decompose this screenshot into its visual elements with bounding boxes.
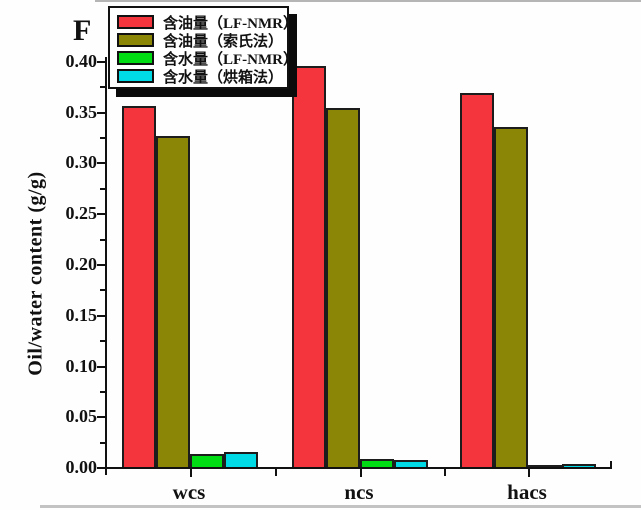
y-minor-tick	[100, 442, 105, 444]
bar-ncs-s0	[292, 66, 326, 467]
y-minor-tick	[100, 391, 105, 393]
y-major-tick	[97, 112, 105, 114]
bar-wcs-s1	[156, 136, 190, 467]
bar-hacs-s2	[528, 465, 562, 467]
legend-item: 含油量（索氏法）	[117, 31, 283, 50]
y-major-tick	[97, 61, 105, 63]
x-category-label: hacs	[507, 480, 547, 504]
legend: 含油量（LF-NMR） 含油量（索氏法） 含水量（LF-NMR） 含水量（烘箱法）	[108, 6, 298, 89]
y-major-tick	[97, 467, 105, 469]
y-tick-label: 0.25	[65, 203, 98, 223]
y-major-tick	[97, 213, 105, 215]
y-minor-tick	[100, 239, 105, 241]
legend-label: 含水量（烘箱法）	[163, 69, 284, 86]
y-tick-label: 0.20	[65, 254, 98, 274]
legend-label: 含油量（索氏法）	[163, 33, 284, 50]
y-major-tick	[97, 366, 105, 368]
legend-swatch-series-1	[117, 33, 154, 47]
bar-ncs-s3	[394, 460, 428, 467]
legend-item: 含水量（LF-NMR）	[117, 49, 298, 68]
bar-hacs-s1	[494, 127, 528, 467]
legend-swatch-series-2	[117, 51, 154, 65]
x-major-tick	[190, 469, 192, 477]
y-minor-tick	[100, 86, 105, 88]
y-tick-label: 0.35	[65, 102, 98, 122]
bar-hacs-s3	[562, 464, 596, 467]
x-axis-line	[105, 467, 612, 469]
x-axis-left-end-tick	[105, 469, 107, 475]
bar-hacs-s0	[460, 93, 494, 467]
legend-swatch-series-3	[117, 69, 154, 83]
x-axis-right-end-tick	[610, 461, 612, 469]
y-tick-label: 0.30	[65, 152, 98, 172]
y-minor-tick	[100, 340, 105, 342]
y-tick-label: 0.10	[65, 356, 98, 376]
y-major-tick	[97, 315, 105, 317]
y-tick-label: 0.00	[65, 457, 98, 477]
bottom-border-line	[40, 505, 641, 508]
y-minor-tick	[100, 289, 105, 291]
legend-swatch-series-0	[117, 15, 154, 29]
y-minor-tick	[100, 188, 105, 190]
bar-ncs-s2	[360, 459, 394, 467]
y-axis-line	[105, 57, 107, 469]
legend-label: 含油量（LF-NMR）	[163, 15, 298, 32]
legend-item: 含油量（LF-NMR）	[117, 13, 298, 32]
y-major-tick	[97, 416, 105, 418]
y-minor-tick	[100, 137, 105, 139]
x-major-tick	[360, 469, 362, 477]
x-category-label: wcs	[172, 480, 206, 504]
top-border-line	[95, 0, 641, 2]
legend-item: 含水量（烘箱法）	[117, 67, 283, 86]
x-minor-tick	[275, 469, 277, 476]
legend-label: 含水量（LF-NMR）	[163, 51, 298, 68]
y-tick-label: 0.05	[65, 406, 98, 426]
bar-ncs-s1	[326, 108, 360, 467]
figure-panel-label: F	[73, 14, 92, 47]
y-tick-label: 0.40	[65, 51, 98, 71]
x-major-tick	[528, 469, 530, 477]
x-minor-tick	[444, 469, 446, 476]
bar-wcs-s3	[224, 452, 258, 467]
x-category-label: ncs	[344, 480, 374, 504]
bar-wcs-s0	[122, 106, 156, 467]
bar-wcs-s2	[190, 454, 224, 467]
y-tick-label: 0.15	[65, 305, 98, 325]
y-major-tick	[97, 162, 105, 164]
y-major-tick	[97, 264, 105, 266]
